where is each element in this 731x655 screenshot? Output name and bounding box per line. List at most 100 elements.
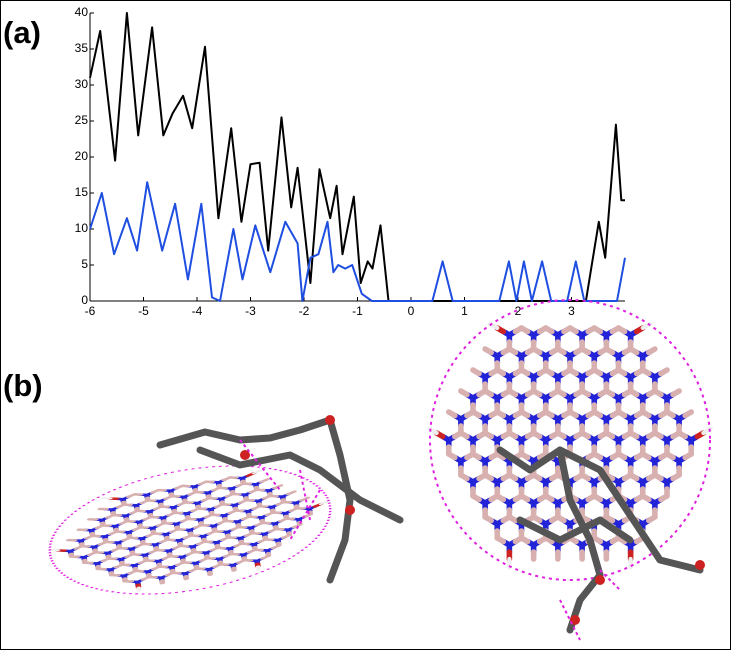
x-tick-label: 3 (568, 304, 575, 318)
bond (149, 576, 155, 578)
bond (594, 538, 600, 542)
bond (673, 391, 679, 395)
bond (221, 563, 227, 565)
bond (137, 510, 143, 512)
bond (230, 476, 236, 478)
bond (95, 551, 101, 553)
bond (594, 370, 600, 374)
bond (449, 412, 455, 416)
bond (606, 391, 612, 395)
bond (103, 524, 109, 526)
bond (631, 391, 637, 395)
oxygen-atom (595, 575, 605, 585)
bond (164, 522, 170, 524)
x-tick-label: 1 (461, 304, 468, 318)
bond (473, 370, 479, 374)
bond (534, 433, 540, 437)
bond (199, 508, 205, 510)
bond (252, 532, 258, 534)
bond (143, 543, 149, 545)
bond (649, 517, 655, 521)
bond (242, 543, 248, 545)
bond (134, 493, 140, 495)
bond (606, 349, 612, 353)
bond (246, 499, 252, 501)
bond (90, 518, 96, 520)
bond (140, 526, 146, 528)
bond (497, 496, 503, 500)
bond (196, 491, 202, 493)
x-tick-label: 0 (408, 304, 415, 318)
bond (594, 328, 600, 332)
bond (522, 370, 528, 374)
bond (270, 495, 276, 497)
bond (170, 555, 176, 557)
bond (522, 496, 528, 500)
bond (151, 516, 157, 518)
bond (178, 528, 184, 530)
bond (546, 328, 552, 332)
bond (173, 572, 179, 574)
bond (485, 391, 491, 395)
bond (582, 349, 588, 353)
bond (534, 475, 540, 479)
bond (201, 524, 207, 526)
bond (618, 328, 624, 332)
bond (167, 539, 173, 541)
bond (558, 349, 564, 353)
bond (509, 391, 515, 395)
bond (449, 454, 455, 458)
bond (618, 454, 624, 458)
bond (631, 349, 637, 353)
bond (473, 412, 479, 416)
bond (245, 559, 251, 561)
bond (93, 535, 99, 537)
bond (233, 493, 239, 495)
bond (570, 328, 576, 332)
bond (594, 454, 600, 458)
bond (215, 530, 221, 532)
bond (643, 454, 649, 458)
bond (158, 489, 164, 491)
bond (661, 496, 667, 500)
bond (522, 538, 528, 542)
bond (618, 370, 624, 374)
bond (509, 517, 515, 521)
x-tick-label: -2 (299, 304, 310, 318)
bond (497, 538, 503, 542)
bond (655, 391, 661, 395)
bond (485, 433, 491, 437)
bond (182, 485, 188, 487)
bond (582, 433, 588, 437)
bond (69, 539, 75, 541)
bond (673, 475, 679, 479)
bond (297, 507, 303, 509)
bond (222, 503, 228, 505)
bond (113, 514, 119, 516)
bond (606, 433, 612, 437)
bond (82, 545, 88, 547)
bond (667, 412, 673, 416)
bond (228, 536, 234, 538)
bond (679, 433, 685, 437)
bond (157, 549, 163, 551)
bond (546, 496, 552, 500)
bond (570, 370, 576, 374)
bond (558, 517, 564, 521)
bond (485, 517, 491, 521)
bond (191, 534, 197, 536)
bond (79, 529, 85, 531)
bond (618, 412, 624, 416)
bond (461, 475, 467, 479)
bond (231, 553, 237, 555)
bond (175, 512, 181, 514)
bond (185, 501, 191, 503)
bond (655, 475, 661, 479)
bond (255, 549, 261, 551)
bond (655, 433, 661, 437)
oxygen-atom (325, 415, 335, 425)
x-tick-label: -3 (245, 304, 256, 318)
bond (473, 496, 479, 500)
bond (570, 412, 576, 416)
